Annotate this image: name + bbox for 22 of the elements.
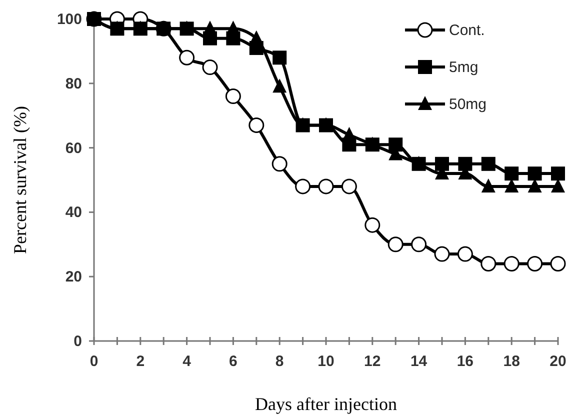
x-tick-label: 0 [90, 353, 98, 370]
x-tick-label: 20 [550, 353, 566, 370]
x-axis-title: Days after injection [255, 394, 397, 414]
legend-label: 5mg [449, 59, 478, 76]
x-tick-label: 12 [364, 353, 381, 370]
x-tick-label: 2 [136, 353, 145, 370]
y-tick-label: 80 [65, 75, 82, 92]
legend-label: Cont. [449, 22, 485, 39]
y-tick-label: 60 [65, 140, 82, 157]
y-tick-label: 100 [56, 11, 82, 28]
y-tick-label: 0 [74, 333, 82, 350]
x-tick-label: 8 [275, 353, 284, 370]
y-tick-label: 40 [65, 204, 82, 222]
x-tick-label: 6 [229, 353, 238, 370]
legend-label: 50mg [449, 96, 487, 113]
x-tick-label: 10 [318, 353, 334, 370]
x-tick-label: 18 [503, 353, 520, 370]
x-tick-label: 14 [410, 353, 428, 370]
y-tick-label: 20 [65, 268, 82, 286]
y-axis-title: Percent survival (%) [10, 106, 30, 254]
x-tick-label: 16 [456, 353, 474, 370]
x-tick-label: 4 [182, 353, 192, 370]
